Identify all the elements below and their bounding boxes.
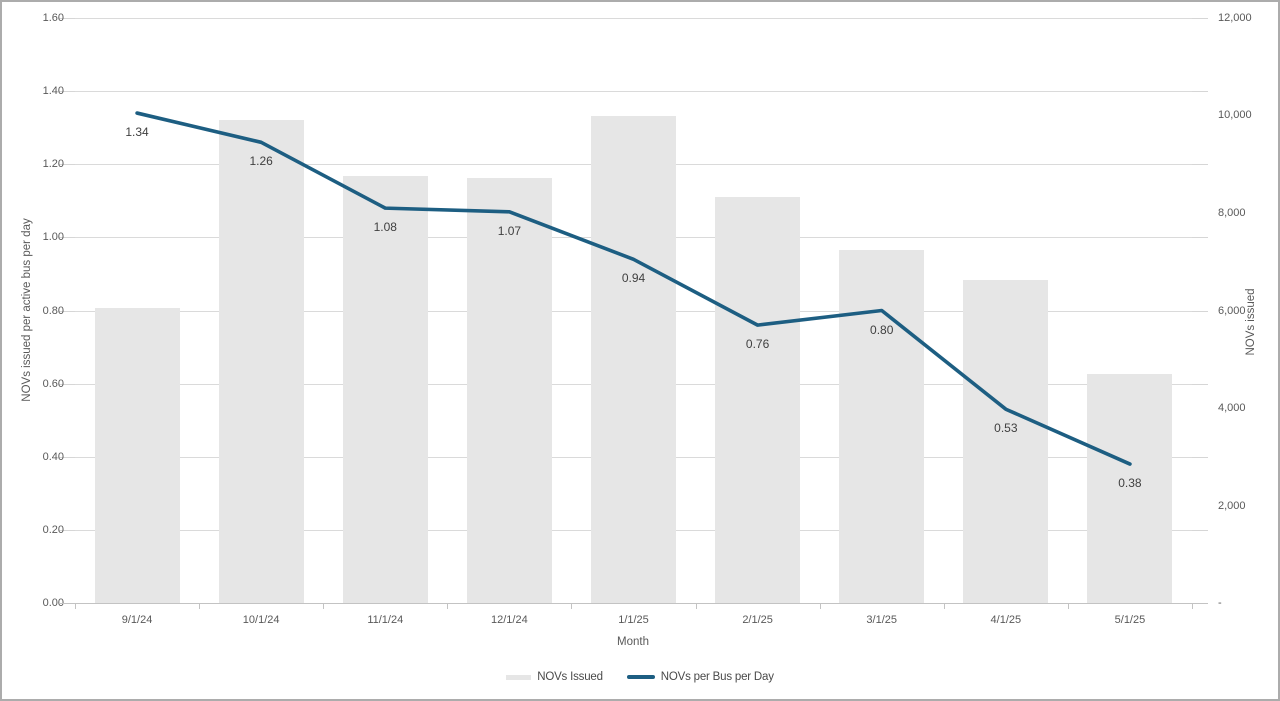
left-axis-tick [59, 457, 75, 458]
left-axis-tick-label: 0.60 [42, 378, 64, 390]
right-axis-tick [1192, 237, 1208, 238]
line-series-path [135, 111, 1132, 466]
data-label: 0.38 [1118, 476, 1142, 491]
right-axis-tick [1192, 164, 1208, 165]
left-axis-tick-label: 0.00 [42, 597, 64, 609]
x-axis-tick [75, 603, 76, 609]
data-label: 0.80 [870, 322, 894, 337]
line-series-swatch-icon [626, 675, 655, 679]
data-label: 1.26 [249, 154, 273, 169]
bar [715, 197, 801, 603]
left-axis-tick [59, 384, 75, 385]
legend: NOVs Issued NOVs per Bus per Day [2, 671, 1278, 683]
bar [963, 279, 1049, 603]
x-axis-tick-label: 9/1/24 [121, 614, 153, 626]
x-axis-tick-label: 4/1/25 [990, 614, 1022, 626]
x-axis-tick-label: 11/1/24 [367, 614, 404, 626]
right-axis-tick [1192, 457, 1208, 458]
x-axis-tick [323, 603, 324, 609]
left-axis-title: NOVs issued per active bus per day [21, 218, 33, 402]
left-axis-tick-label: 1.00 [42, 231, 64, 243]
right-axis-title: NOVs issued [1245, 288, 1257, 356]
x-axis-line [59, 603, 1208, 604]
x-axis-tick [820, 603, 821, 609]
data-label: 0.94 [621, 271, 646, 286]
bar [1087, 374, 1173, 603]
line-series [135, 111, 1132, 466]
left-axis-tick [59, 311, 75, 312]
data-label: 1.07 [497, 223, 522, 238]
right-axis-tick-label: - [1218, 597, 1222, 609]
right-axis-tick [1192, 530, 1208, 531]
left-axis-tick-label: 1.20 [42, 158, 64, 170]
right-axis-tick-label: 2,000 [1218, 500, 1246, 512]
left-axis-tick [59, 530, 75, 531]
bar [218, 120, 304, 603]
x-axis-tick [696, 603, 697, 609]
right-axis-tick-label: 10,000 [1218, 109, 1252, 121]
right-axis-tick [1192, 311, 1208, 312]
left-axis-tick [59, 164, 75, 165]
right-axis-tick [1192, 384, 1208, 385]
x-axis-tick [199, 603, 200, 609]
x-axis-title: Month [617, 636, 649, 648]
x-axis-tick-label: 12/1/24 [491, 614, 528, 626]
legend-label: NOVs per Bus per Day [660, 671, 774, 683]
bar [94, 307, 180, 603]
legend-label: NOVs Issued [537, 671, 603, 683]
right-axis-tick-label: 8,000 [1218, 207, 1246, 219]
x-axis-tick-label: 5/1/25 [1114, 614, 1146, 626]
right-axis-tick-label: 4,000 [1218, 402, 1246, 414]
gridline [75, 91, 1192, 92]
legend-item-novs-per-bus-per-day: NOVs per Bus per Day [626, 671, 774, 683]
x-axis-tick [944, 603, 945, 609]
left-axis-tick [59, 91, 75, 92]
bar [591, 115, 676, 603]
right-axis-tick [1192, 18, 1208, 19]
x-axis-tick-label: 3/1/25 [866, 614, 898, 626]
x-axis-tick [1192, 603, 1193, 609]
x-axis-tick [571, 603, 572, 609]
data-label: 0.53 [994, 421, 1018, 436]
data-label: 1.08 [373, 220, 397, 235]
right-axis-tick-label: 6,000 [1218, 305, 1246, 317]
right-axis-tick [1192, 91, 1208, 92]
left-axis-tick-label: 1.40 [42, 85, 64, 97]
left-axis-tick [59, 237, 75, 238]
left-axis-tick [59, 18, 75, 19]
left-axis-tick-label: 0.40 [42, 451, 64, 463]
left-axis-tick-label: 0.80 [42, 305, 64, 317]
x-axis-tick [447, 603, 448, 609]
x-axis-tick-label: 2/1/25 [742, 614, 773, 626]
x-axis-tick-label: 10/1/24 [242, 614, 280, 626]
legend-item-novs-issued: NOVs Issued [506, 671, 603, 683]
right-axis-tick-label: 12,000 [1218, 12, 1252, 24]
data-label: 1.34 [125, 125, 149, 140]
x-axis-tick-label: 1/1/25 [618, 614, 649, 626]
left-axis-tick-label: 0.20 [42, 524, 64, 536]
left-axis-tick-label: 1.60 [42, 12, 64, 24]
gridline [75, 18, 1192, 19]
x-axis-tick [1068, 603, 1069, 609]
data-label: 0.76 [745, 337, 770, 352]
bar [466, 177, 552, 603]
bar [342, 176, 428, 603]
bar-series-swatch-icon [506, 674, 532, 680]
